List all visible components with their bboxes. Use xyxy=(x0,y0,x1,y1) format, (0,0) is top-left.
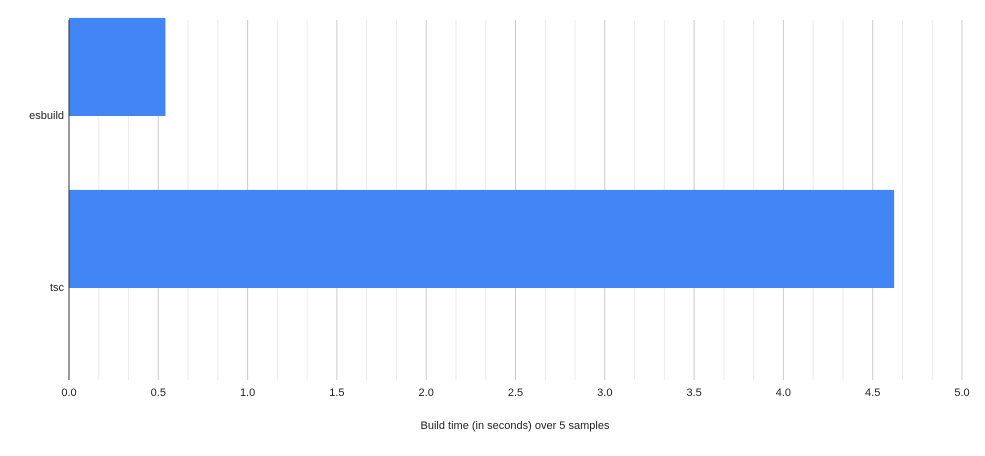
y-tick-label: esbuild xyxy=(29,110,64,122)
x-axis-title: Build time (in seconds) over 5 samples xyxy=(421,420,610,432)
x-tick-label: 2.0 xyxy=(419,387,434,399)
x-tick-label: 0.0 xyxy=(61,387,76,399)
bar xyxy=(69,17,166,116)
bar xyxy=(69,189,895,288)
x-tick-label: 4.5 xyxy=(865,387,880,399)
x-tick-label: 0.5 xyxy=(151,387,166,399)
x-tick-label: 4.0 xyxy=(776,387,791,399)
x-tick-label: 1.0 xyxy=(240,387,255,399)
x-tick-label: 2.5 xyxy=(508,387,523,399)
y-tick-label: tsc xyxy=(50,282,65,294)
x-tick-label: 1.5 xyxy=(329,387,344,399)
x-tick-label: 5.0 xyxy=(954,387,969,399)
x-tick-label: 3.5 xyxy=(686,387,701,399)
x-tick-label: 3.0 xyxy=(597,387,612,399)
